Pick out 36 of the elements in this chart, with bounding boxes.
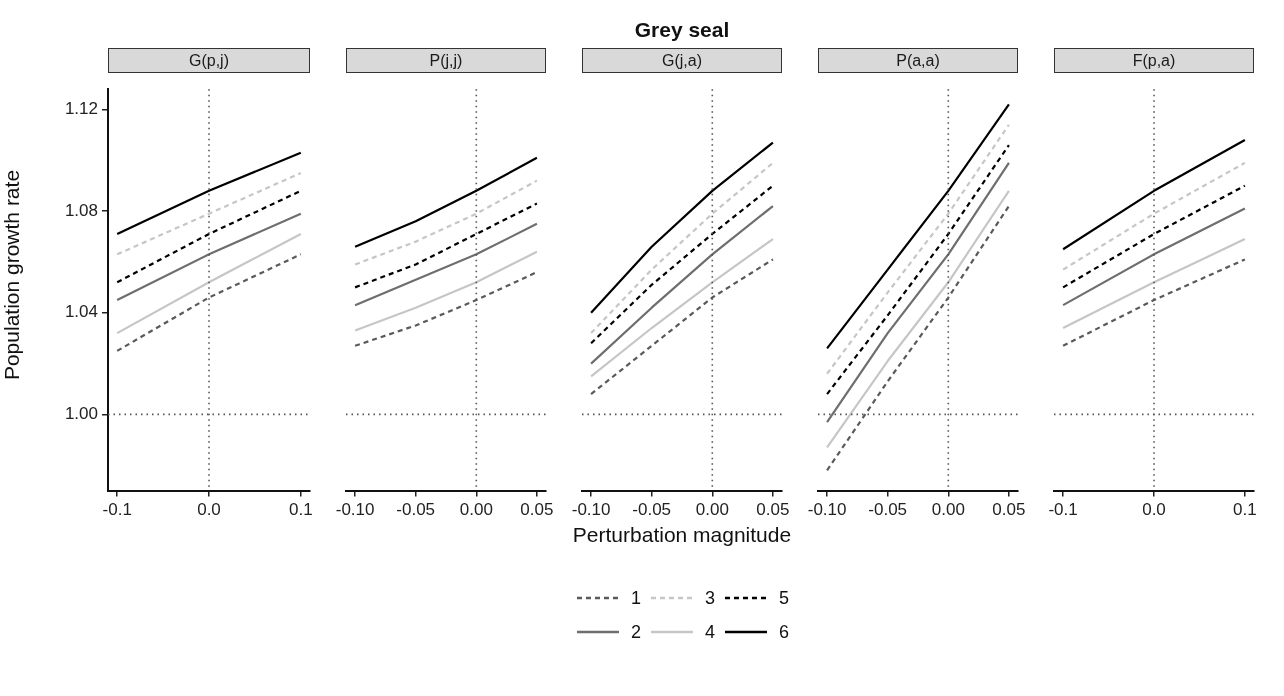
x-tick-label: 0.0 [197, 500, 221, 520]
x-tick-label: -0.10 [571, 500, 611, 520]
x-tick-label: 0.00 [695, 500, 729, 520]
x-tick-label: 0.00 [459, 500, 493, 520]
legend-label: 3 [704, 587, 716, 609]
chart-title: G(j,a) [582, 48, 782, 73]
chart-title: P(a,a) [818, 48, 1018, 73]
legend-label: 6 [779, 621, 790, 643]
x-tick-label: -0.05 [632, 500, 672, 520]
x-tick-label: 0.05 [520, 500, 554, 520]
x-tick-label: -0.1 [102, 500, 132, 520]
y-axis-title: Population growth rate [0, 169, 24, 381]
text: Grey seal [634, 18, 730, 42]
x-tick-label: 0.05 [992, 500, 1026, 520]
x-tick-label: -0.1 [1048, 500, 1078, 520]
x-tick-label: -0.10 [807, 500, 847, 520]
x-tick-label: 0.00 [931, 500, 965, 520]
x-tick-label: -0.05 [868, 500, 908, 520]
chart-title: F(p,a) [1054, 48, 1254, 73]
x-tick-label: 0.1 [289, 500, 313, 520]
y-tick-label: 1.12 [64, 99, 98, 119]
x-tick-label: 0.1 [1233, 500, 1257, 520]
x-tick-label: 0.05 [756, 500, 790, 520]
y-tick-label: 1.04 [64, 302, 98, 322]
x-tick-label: -0.10 [335, 500, 375, 520]
legend-label: 2 [630, 621, 641, 643]
legend-label: 4 [704, 621, 716, 643]
x-tick-label: 0.0 [1142, 500, 1166, 520]
x-axis-title: Perturbation magnitude [572, 523, 792, 547]
y-tick-label: 1.08 [64, 200, 98, 220]
chart-title: P(j,j) [346, 48, 546, 73]
x-tick-label: -0.05 [396, 500, 436, 520]
chart-title: G(p,j) [108, 48, 310, 73]
legend-label: 1 [630, 587, 641, 609]
legend-label: 5 [779, 587, 790, 609]
y-tick-label: 1.00 [64, 404, 98, 424]
